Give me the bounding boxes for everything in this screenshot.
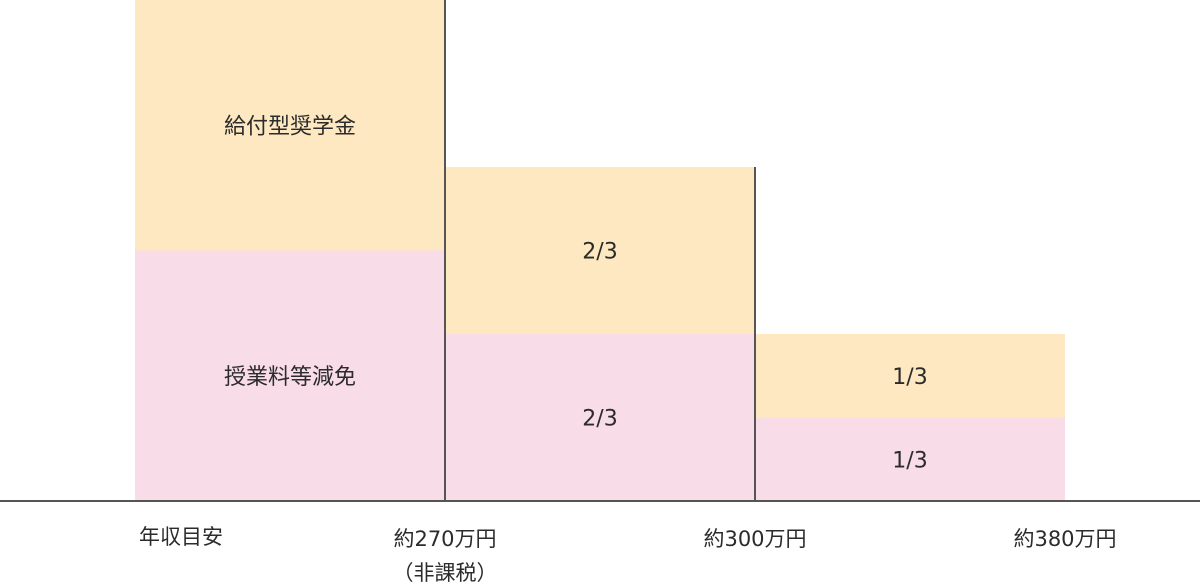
segment-label-1-1: 2/3: [582, 239, 617, 264]
boundary-label-0: 約270万円: [393, 527, 496, 551]
boundary-label-1: 約300万円: [703, 527, 806, 551]
bar-segment-tuition-reduction-0: [135, 250, 445, 501]
segment-label-0-0: 授業料等減免: [224, 365, 356, 390]
segment-label-0-2: 1/3: [892, 448, 927, 473]
bars-group: [135, 0, 1065, 501]
bar-segment-scholarship-1: [445, 166, 755, 334]
bar-segment-scholarship-0: [135, 0, 445, 251]
boundary-label-2: 約380万円: [1013, 527, 1116, 551]
bar-segment-scholarship-2: [755, 334, 1065, 418]
axis-title: 年収目安: [139, 525, 223, 549]
bar-segment-tuition-reduction-1: [445, 333, 755, 501]
segment-label-1-0: 給付型奨学金: [224, 114, 356, 139]
dividers-group: [444, 0, 756, 501]
boundary-sublabel-0: （非課税）: [393, 561, 498, 585]
segment-label-0-1: 2/3: [582, 406, 617, 431]
segment-label-1-2: 1/3: [892, 365, 927, 390]
tick-labels-group: 約270万円 （非課税） 約300万円 約380万円: [393, 527, 1117, 585]
bar-segment-tuition-reduction-2: [755, 417, 1065, 501]
